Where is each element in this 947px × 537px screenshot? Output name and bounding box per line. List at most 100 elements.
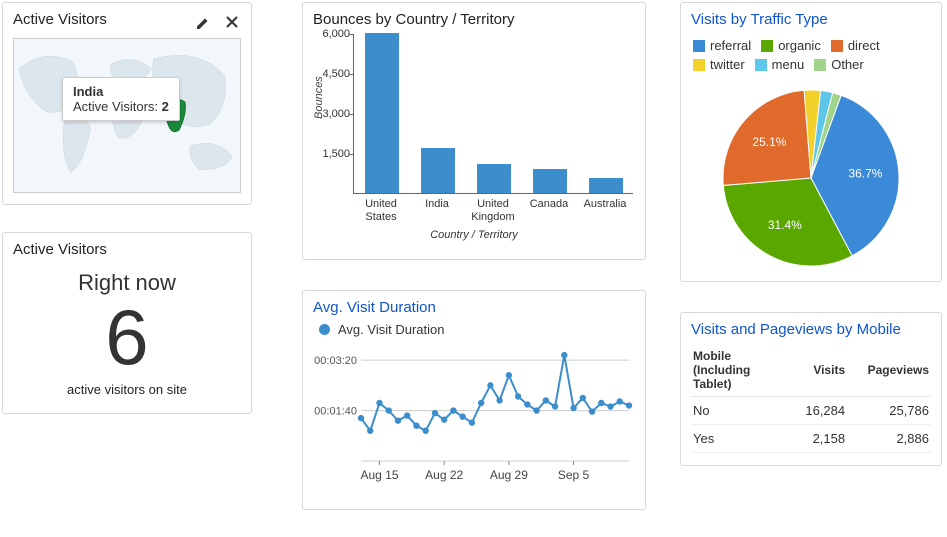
- data-point[interactable]: [386, 407, 392, 413]
- y-tick: 1,500: [314, 148, 350, 160]
- legend-text: direct: [848, 38, 880, 53]
- legend-swatch: [761, 40, 773, 52]
- x-tick: Australia: [578, 198, 632, 211]
- bar[interactable]: [421, 148, 455, 193]
- data-point[interactable]: [496, 397, 502, 403]
- data-point[interactable]: [478, 400, 484, 406]
- visits-by-traffic-type-widget: Visits by Traffic Type referral organic di…: [680, 2, 942, 282]
- data-point[interactable]: [422, 428, 428, 434]
- data-point[interactable]: [358, 415, 364, 421]
- data-point[interactable]: [469, 419, 475, 425]
- data-point[interactable]: [589, 408, 595, 414]
- data-point[interactable]: [552, 403, 558, 409]
- svg-text:Aug 15: Aug 15: [360, 468, 398, 482]
- legend-item[interactable]: Other: [814, 57, 864, 72]
- x-axis-label: Country / Territory: [313, 229, 635, 241]
- visitor-count: 6: [13, 298, 241, 376]
- pie-slice-label: 25.1%: [752, 135, 786, 149]
- svg-text:Aug 22: Aug 22: [425, 468, 463, 482]
- bar[interactable]: [365, 33, 399, 193]
- data-point[interactable]: [395, 417, 401, 423]
- data-point[interactable]: [617, 398, 623, 404]
- widget-title: Active Visitors: [13, 241, 241, 258]
- legend-dot-icon: [319, 324, 330, 335]
- mobile-visits-table-widget: Visits and Pageviews by Mobile Mobile (I…: [680, 312, 942, 466]
- tooltip-label: Active Visitors:: [73, 99, 158, 114]
- world-map[interactable]: India Active Visitors: 2: [13, 38, 241, 193]
- mobile-table: Mobile (Including Tablet) Visits Pagevie…: [691, 344, 931, 453]
- data-point[interactable]: [459, 413, 465, 419]
- avg-duration-line-chart: 00:01:40 00:03:20 Aug 15 Aug 22 Aug 29 Sep 5: [313, 339, 633, 489]
- legend-swatch: [814, 59, 826, 71]
- svg-text:Sep 5: Sep 5: [558, 468, 590, 482]
- x-tick: United Kingdom: [466, 198, 520, 224]
- edit-icon[interactable]: [195, 15, 211, 31]
- close-icon[interactable]: [225, 15, 239, 29]
- legend-swatch: [755, 59, 767, 71]
- data-point[interactable]: [598, 400, 604, 406]
- data-point[interactable]: [487, 382, 493, 388]
- legend-item[interactable]: referral: [693, 38, 751, 53]
- tooltip-value: 2: [162, 99, 169, 114]
- legend-item[interactable]: organic: [761, 38, 821, 53]
- legend-item[interactable]: menu: [755, 57, 805, 72]
- y-tick: 3,000: [314, 108, 350, 120]
- y-tick: 6,000: [314, 28, 350, 40]
- cell-visits: 16,284: [791, 397, 847, 425]
- data-point[interactable]: [376, 400, 382, 406]
- legend-text: menu: [772, 57, 805, 72]
- x-tick: India: [410, 198, 464, 211]
- cell-mobile: Yes: [691, 425, 791, 453]
- bounces-bar-chart: Bounces Country / Territory 1,5003,0004,…: [313, 34, 635, 234]
- svg-text:00:01:40: 00:01:40: [314, 406, 357, 418]
- data-point[interactable]: [413, 422, 419, 428]
- data-point[interactable]: [561, 352, 567, 358]
- svg-text:Aug 29: Aug 29: [490, 468, 528, 482]
- data-point[interactable]: [506, 372, 512, 378]
- data-point[interactable]: [607, 403, 613, 409]
- legend-swatch: [693, 40, 705, 52]
- col-pageviews: Pageviews: [847, 344, 931, 397]
- active-visitors-now-widget: Active Visitors Right now 6 active visit…: [2, 232, 252, 414]
- svg-text:00:03:20: 00:03:20: [314, 355, 357, 367]
- traffic-type-pie-chart: 36.7%31.4%25.1%: [691, 78, 931, 278]
- bar[interactable]: [477, 164, 511, 193]
- widget-title: Avg. Visit Duration: [313, 299, 635, 316]
- legend-text: referral: [710, 38, 751, 53]
- legend-item[interactable]: twitter: [693, 57, 745, 72]
- legend-text: Other: [831, 57, 864, 72]
- widget-title: Visits by Traffic Type: [691, 11, 931, 28]
- data-point[interactable]: [580, 395, 586, 401]
- x-tick: Canada: [522, 198, 576, 211]
- legend-swatch: [831, 40, 843, 52]
- data-point[interactable]: [533, 407, 539, 413]
- data-point[interactable]: [441, 416, 447, 422]
- active-visitors-map-widget: Active Visitors India Active Visitors: 2: [2, 2, 252, 205]
- data-point[interactable]: [367, 428, 373, 434]
- data-point[interactable]: [570, 405, 576, 411]
- cell-visits: 2,158: [791, 425, 847, 453]
- cell-pageviews: 25,786: [847, 397, 931, 425]
- col-visits: Visits: [791, 344, 847, 397]
- data-point[interactable]: [404, 412, 410, 418]
- bar[interactable]: [589, 178, 623, 193]
- x-tick: United States: [354, 198, 408, 224]
- col-mobile: Mobile (Including Tablet): [691, 344, 791, 397]
- data-point[interactable]: [450, 407, 456, 413]
- visitor-subtext: active visitors on site: [13, 382, 241, 397]
- legend-text: twitter: [710, 57, 745, 72]
- widget-title: Active Visitors: [13, 11, 107, 28]
- data-point[interactable]: [626, 402, 632, 408]
- data-point[interactable]: [515, 393, 521, 399]
- data-point[interactable]: [432, 410, 438, 416]
- y-tick: 4,500: [314, 68, 350, 80]
- avg-visit-duration-widget: Avg. Visit Duration Avg. Visit Duration …: [302, 290, 646, 510]
- cell-mobile: No: [691, 397, 791, 425]
- legend-item[interactable]: direct: [831, 38, 880, 53]
- data-point[interactable]: [524, 401, 530, 407]
- bar[interactable]: [533, 169, 567, 193]
- table-row: No16,28425,786: [691, 397, 931, 425]
- pie-legend: referral organic direct twitter menu Other: [691, 34, 931, 78]
- data-point[interactable]: [543, 397, 549, 403]
- pie-slice-label: 31.4%: [768, 218, 802, 232]
